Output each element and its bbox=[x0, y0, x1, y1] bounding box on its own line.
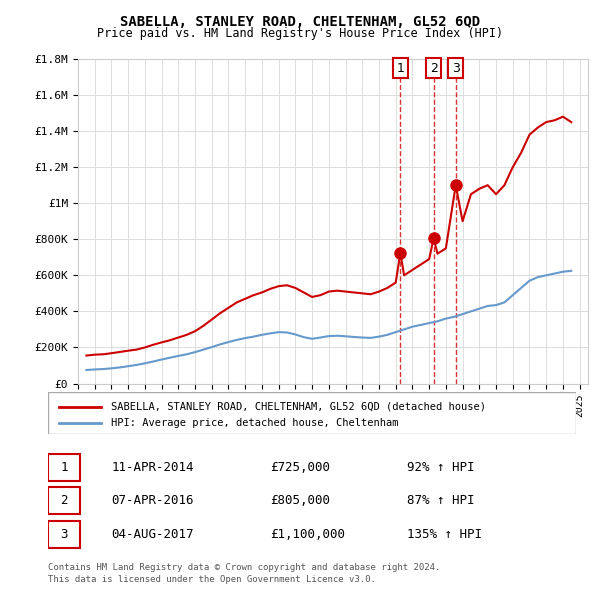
Text: SABELLA, STANLEY ROAD, CHELTENHAM, GL52 6QD: SABELLA, STANLEY ROAD, CHELTENHAM, GL52 … bbox=[120, 15, 480, 29]
Text: £805,000: £805,000 bbox=[270, 494, 330, 507]
Text: 92% ↑ HPI: 92% ↑ HPI bbox=[407, 461, 475, 474]
Text: 1: 1 bbox=[397, 61, 404, 74]
Text: 3: 3 bbox=[60, 528, 68, 541]
Text: Price paid vs. HM Land Registry's House Price Index (HPI): Price paid vs. HM Land Registry's House … bbox=[97, 27, 503, 40]
Text: 87% ↑ HPI: 87% ↑ HPI bbox=[407, 494, 475, 507]
Text: This data is licensed under the Open Government Licence v3.0.: This data is licensed under the Open Gov… bbox=[48, 575, 376, 584]
Text: 3: 3 bbox=[452, 61, 460, 74]
Text: 1: 1 bbox=[60, 461, 68, 474]
Text: HPI: Average price, detached house, Cheltenham: HPI: Average price, detached house, Chel… bbox=[112, 418, 399, 428]
FancyBboxPatch shape bbox=[48, 392, 576, 434]
FancyBboxPatch shape bbox=[48, 521, 80, 548]
Text: SABELLA, STANLEY ROAD, CHELTENHAM, GL52 6QD (detached house): SABELLA, STANLEY ROAD, CHELTENHAM, GL52 … bbox=[112, 402, 487, 412]
Text: 11-APR-2014: 11-APR-2014 bbox=[112, 461, 194, 474]
Text: £725,000: £725,000 bbox=[270, 461, 330, 474]
Text: £1,100,000: £1,100,000 bbox=[270, 528, 345, 541]
FancyBboxPatch shape bbox=[48, 454, 80, 481]
Text: 2: 2 bbox=[60, 494, 68, 507]
Text: 135% ↑ HPI: 135% ↑ HPI bbox=[407, 528, 482, 541]
Text: 04-AUG-2017: 04-AUG-2017 bbox=[112, 528, 194, 541]
Text: Contains HM Land Registry data © Crown copyright and database right 2024.: Contains HM Land Registry data © Crown c… bbox=[48, 563, 440, 572]
Text: 07-APR-2016: 07-APR-2016 bbox=[112, 494, 194, 507]
Text: 2: 2 bbox=[430, 61, 437, 74]
FancyBboxPatch shape bbox=[48, 487, 80, 514]
